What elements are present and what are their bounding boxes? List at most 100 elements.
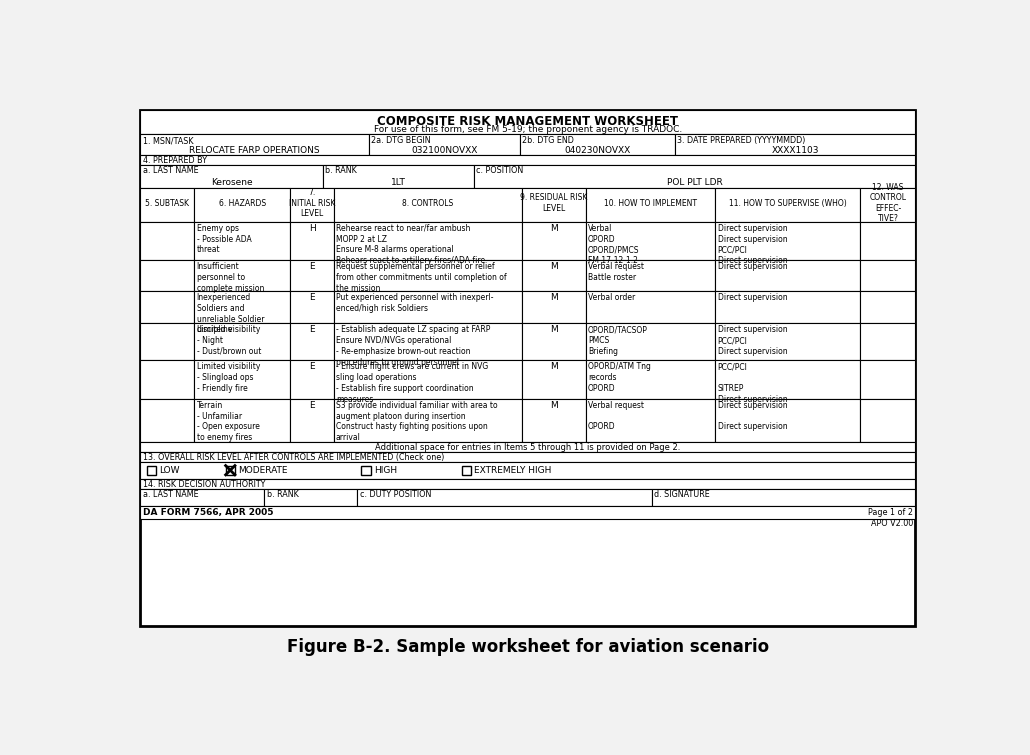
Text: 1LT: 1LT xyxy=(390,178,406,187)
Text: LOW: LOW xyxy=(159,467,179,476)
Bar xyxy=(195,260,290,291)
Bar xyxy=(334,399,522,442)
Bar xyxy=(195,221,290,260)
Text: M: M xyxy=(550,401,558,410)
Bar xyxy=(522,188,586,221)
Text: Verbal
OPORD
OPORD/PMCS
FM 17-12-1.2: Verbal OPORD OPORD/PMCS FM 17-12-1.2 xyxy=(588,223,640,265)
Bar xyxy=(860,360,916,399)
Text: 9. RESIDUAL RISK
LEVEL: 9. RESIDUAL RISK LEVEL xyxy=(520,193,587,213)
Text: Figure B-2. Sample worksheet for aviation scenario: Figure B-2. Sample worksheet for aviatio… xyxy=(286,638,769,656)
Text: - Ensure flight crews are current in NVG
sling load operations
- Establish fire : - Ensure flight crews are current in NVG… xyxy=(336,362,488,404)
Text: 7.
INITIAL RISK
LEVEL: 7. INITIAL RISK LEVEL xyxy=(288,188,335,218)
Bar xyxy=(322,165,474,188)
Bar xyxy=(140,291,195,323)
Text: E: E xyxy=(309,362,315,371)
Text: Verbal order: Verbal order xyxy=(588,293,636,302)
Text: Direct supervision: Direct supervision xyxy=(718,293,787,302)
Bar xyxy=(715,188,860,221)
Bar xyxy=(334,291,522,323)
Text: 4. PREPARED BY: 4. PREPARED BY xyxy=(143,156,207,165)
Bar xyxy=(522,221,586,260)
Bar xyxy=(860,291,916,323)
Text: Put experienced personnel with inexperl-
enced/high risk Soldiers: Put experienced personnel with inexperl-… xyxy=(336,293,493,313)
Text: Direct supervision
Direct supervision
PCC/PCI
Direct supervision: Direct supervision Direct supervision PC… xyxy=(718,223,787,265)
Text: MODERATE: MODERATE xyxy=(238,467,287,476)
Bar xyxy=(586,399,715,442)
Bar xyxy=(522,360,586,399)
Bar xyxy=(334,221,522,260)
Text: OPORD/TACSOP
PMCS
Briefing: OPORD/TACSOP PMCS Briefing xyxy=(588,325,648,356)
Bar xyxy=(715,221,860,260)
Bar xyxy=(140,488,265,506)
Bar xyxy=(290,399,334,442)
Text: E: E xyxy=(309,325,315,334)
Bar xyxy=(226,466,235,475)
Bar xyxy=(195,399,290,442)
Bar xyxy=(195,360,290,399)
Bar xyxy=(140,360,195,399)
Text: 3. DATE PREPARED (YYYYMMDD): 3. DATE PREPARED (YYYYMMDD) xyxy=(678,136,805,145)
Text: Rehearse react to near/far ambush
MOPP 2 at LZ
Ensure M-8 alarms operational
Reh: Rehearse react to near/far ambush MOPP 2… xyxy=(336,223,485,265)
Text: RELOCATE FARP OPERATIONS: RELOCATE FARP OPERATIONS xyxy=(190,146,320,155)
Text: Direct supervision
PCC/PCI
Direct supervision: Direct supervision PCC/PCI Direct superv… xyxy=(718,325,787,356)
Bar xyxy=(860,188,916,221)
Text: OPORD/ATM Tng
records
OPORD: OPORD/ATM Tng records OPORD xyxy=(588,362,651,393)
Text: M: M xyxy=(550,223,558,233)
Text: XXXX1103: XXXX1103 xyxy=(771,146,819,155)
Bar xyxy=(586,221,715,260)
Bar xyxy=(195,291,290,323)
Bar xyxy=(290,260,334,291)
Text: Direct supervision

Direct supervision: Direct supervision Direct supervision xyxy=(718,401,787,431)
Text: EXTREMELY HIGH: EXTREMELY HIGH xyxy=(475,467,552,476)
Bar xyxy=(290,291,334,323)
Bar xyxy=(652,488,916,506)
Text: POL PLT LDR: POL PLT LDR xyxy=(666,178,722,187)
Bar xyxy=(290,188,334,221)
Text: d. SIGNATURE: d. SIGNATURE xyxy=(654,490,710,499)
Text: - Establish adequate LZ spacing at FARP
Ensure NVD/NVGs operational
- Re-emphasi: - Establish adequate LZ spacing at FARP … xyxy=(336,325,490,367)
Text: 1. MSN/TASK: 1. MSN/TASK xyxy=(143,136,194,145)
Bar xyxy=(140,188,195,221)
Bar xyxy=(675,134,916,155)
Bar xyxy=(362,466,371,475)
Bar xyxy=(140,260,195,291)
Bar xyxy=(140,399,195,442)
Bar xyxy=(586,323,715,360)
Text: 11. HOW TO SUPERVISE (WHO): 11. HOW TO SUPERVISE (WHO) xyxy=(729,199,847,208)
Text: 12. WAS
CONTROL
EFFEC-
TIVE?: 12. WAS CONTROL EFFEC- TIVE? xyxy=(869,183,906,223)
Text: Page 1 of 2
APO V2.00: Page 1 of 2 APO V2.00 xyxy=(868,508,913,528)
Bar xyxy=(140,451,916,462)
Bar xyxy=(290,323,334,360)
Text: Verbal request
Battle roster: Verbal request Battle roster xyxy=(588,262,644,282)
Bar xyxy=(586,188,715,221)
Text: a. LAST NAME: a. LAST NAME xyxy=(143,166,199,175)
Text: COMPOSITE RISK MANAGEMENT WORKSHEET: COMPOSITE RISK MANAGEMENT WORKSHEET xyxy=(377,116,679,128)
Bar xyxy=(265,488,357,506)
Text: 2a. DTG BEGIN: 2a. DTG BEGIN xyxy=(372,136,431,145)
Text: Additional space for entries in Items 5 through 11 is provided on Page 2.: Additional space for entries in Items 5 … xyxy=(375,443,681,452)
Text: M: M xyxy=(550,293,558,302)
Text: c. POSITION: c. POSITION xyxy=(476,166,523,175)
Bar xyxy=(522,323,586,360)
Text: For use of this form, see FM 5-19; the proponent agency is TRADOC.: For use of this form, see FM 5-19; the p… xyxy=(374,125,682,134)
Text: S3 provide individual familiar with area to
augment platoon during insertion
Con: S3 provide individual familiar with area… xyxy=(336,401,497,442)
Text: Request supplemental personnel or relief
from other commitments until completion: Request supplemental personnel or relief… xyxy=(336,262,507,293)
Text: Inexperienced
Soldiers and
unreliable Soldier
discipline: Inexperienced Soldiers and unreliable So… xyxy=(197,293,264,334)
Text: Insufficient
personnel to
complete mission: Insufficient personnel to complete missi… xyxy=(197,262,264,293)
Text: E: E xyxy=(309,293,315,302)
Bar xyxy=(715,399,860,442)
Text: 13. OVERALL RISK LEVEL AFTER CONTROLS ARE IMPLEMENTED (Check one): 13. OVERALL RISK LEVEL AFTER CONTROLS AR… xyxy=(143,453,444,462)
Bar xyxy=(715,323,860,360)
Bar xyxy=(334,323,522,360)
Text: Limited visibility
- Night
- Dust/brown out: Limited visibility - Night - Dust/brown … xyxy=(197,325,261,356)
Bar xyxy=(522,291,586,323)
Text: Direct supervision: Direct supervision xyxy=(718,262,787,271)
Text: M: M xyxy=(550,262,558,271)
Bar xyxy=(586,291,715,323)
Text: DA FORM 7566, APR 2005: DA FORM 7566, APR 2005 xyxy=(143,508,274,517)
Text: Kerosene: Kerosene xyxy=(210,178,252,187)
Bar xyxy=(357,488,652,506)
Bar xyxy=(290,360,334,399)
Text: 040230NOVXX: 040230NOVXX xyxy=(564,146,630,155)
Bar xyxy=(140,323,195,360)
